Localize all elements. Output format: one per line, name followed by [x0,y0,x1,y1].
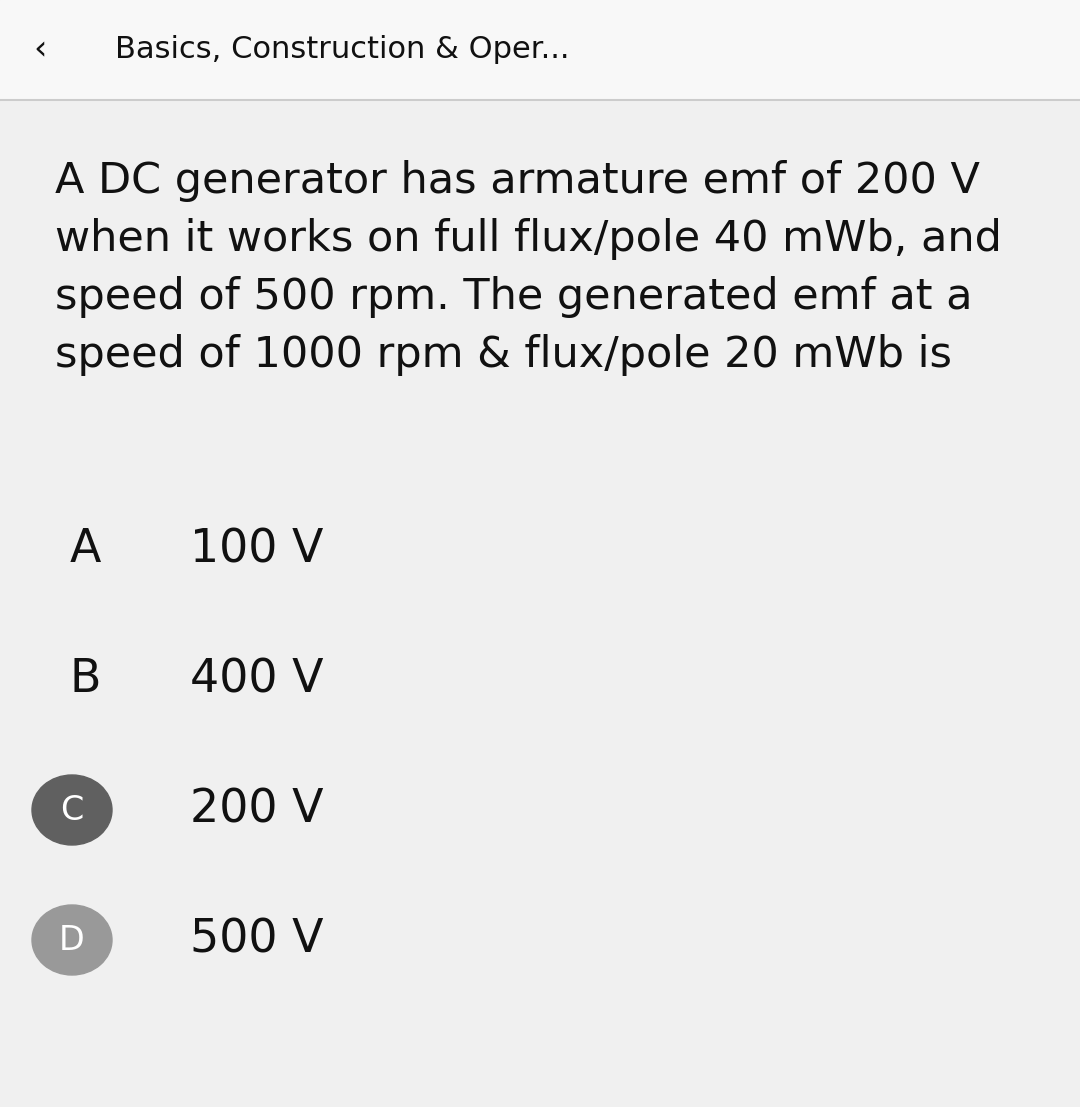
Text: speed of 500 rpm. The generated emf at a: speed of 500 rpm. The generated emf at a [55,276,972,318]
Ellipse shape [32,906,112,975]
Text: B: B [70,658,102,703]
Text: 100 V: 100 V [190,528,323,572]
Text: Basics, Construction & Oper...: Basics, Construction & Oper... [114,35,569,64]
Text: D: D [59,923,85,956]
Text: 200 V: 200 V [190,787,324,832]
Text: speed of 1000 rpm & flux/pole 20 mWb is: speed of 1000 rpm & flux/pole 20 mWb is [55,334,951,376]
Text: A: A [70,528,102,572]
Text: when it works on full flux/pole 40 mWb, and: when it works on full flux/pole 40 mWb, … [55,218,1002,260]
Ellipse shape [32,775,112,845]
Text: A DC generator has armature emf of 200 V: A DC generator has armature emf of 200 V [55,161,980,201]
Text: 500 V: 500 V [190,918,324,962]
Text: C: C [60,794,83,827]
Bar [0,0,1080,100]
Text: 400 V: 400 V [190,658,324,703]
Text: ‹: ‹ [33,33,46,66]
